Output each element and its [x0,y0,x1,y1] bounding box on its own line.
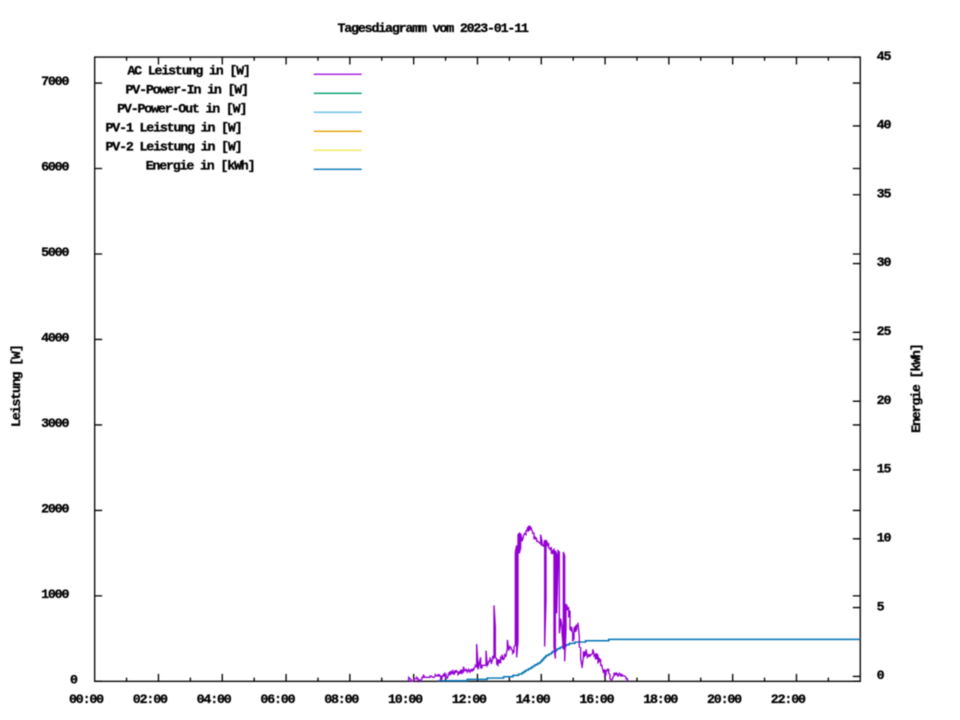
svg-text:PV-Power-In in [W]: PV-Power-In in [W] [125,83,247,98]
svg-text:30: 30 [877,256,892,271]
svg-text:14:00: 14:00 [516,693,551,708]
svg-text:AC Leistung in [W]: AC Leistung in [W] [127,64,249,79]
svg-text:04:00: 04:00 [197,693,232,708]
svg-text:Energie in [kWh]: Energie in [kWh] [146,159,255,174]
svg-text:10: 10 [877,531,892,546]
svg-text:PV-2 Leistung in [W]: PV-2 Leistung in [W] [105,140,241,155]
svg-text:40: 40 [877,119,892,134]
svg-text:45: 45 [877,50,892,65]
svg-text:Leistung [W]: Leistung [W] [10,345,25,427]
svg-text:7000: 7000 [41,75,69,90]
svg-text:18:00: 18:00 [643,693,678,708]
svg-text:10:00: 10:00 [388,693,423,708]
svg-text:15: 15 [877,463,892,478]
svg-text:25: 25 [877,325,892,340]
svg-text:12:00: 12:00 [452,693,487,708]
svg-text:Energie [kWh]: Energie [kWh] [910,344,925,432]
svg-text:08:00: 08:00 [324,693,359,708]
svg-text:1000: 1000 [41,588,69,603]
svg-text:5: 5 [877,600,885,615]
svg-text:22:00: 22:00 [771,693,806,708]
svg-text:3000: 3000 [41,417,69,432]
svg-text:Tagesdiagramm vom 2023-01-11: Tagesdiagramm vom 2023-01-11 [337,22,529,37]
svg-text:06:00: 06:00 [260,693,295,708]
svg-text:35: 35 [877,187,892,202]
svg-text:0: 0 [877,669,885,684]
svg-text:00:00: 00:00 [69,693,104,708]
svg-text:5000: 5000 [41,246,69,261]
svg-text:PV-1 Leistung in [W]: PV-1 Leistung in [W] [105,121,241,136]
svg-text:6000: 6000 [41,161,69,176]
svg-text:4000: 4000 [41,331,69,346]
svg-text:20: 20 [877,394,892,409]
svg-text:2000: 2000 [41,502,69,517]
svg-text:0: 0 [70,673,78,688]
svg-text:16:00: 16:00 [579,693,614,708]
svg-text:02:00: 02:00 [133,693,168,708]
svg-text:20:00: 20:00 [707,693,742,708]
svg-text:PV-Power-Out in [W]: PV-Power-Out in [W] [117,102,246,117]
